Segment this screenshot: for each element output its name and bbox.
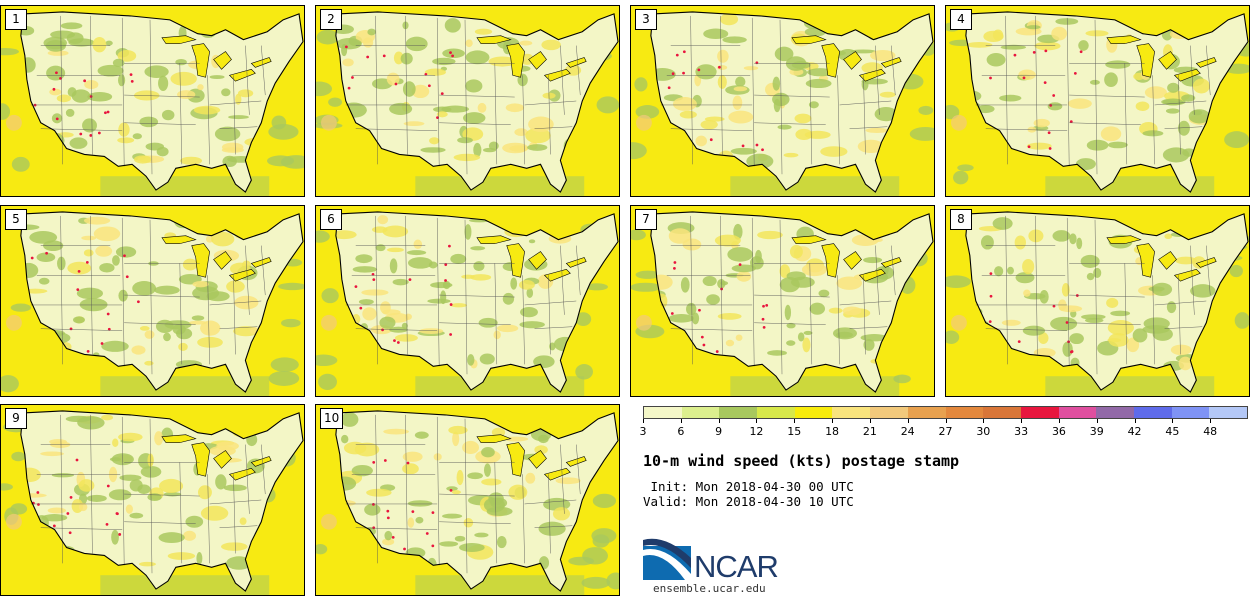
colorbar-swatch — [644, 407, 682, 418]
colorbar-tick-label: 3 — [639, 425, 647, 438]
colorbar-tick-label: 39 — [1089, 425, 1104, 438]
colorbar-tick-label: 33 — [1014, 425, 1029, 438]
colorbar-tick-mark — [945, 419, 947, 423]
member-panel-8: 8 — [945, 205, 1250, 397]
member-number: 6 — [320, 209, 342, 230]
colorbar-swatch — [1133, 407, 1172, 418]
colorbar-tick-mark — [1021, 419, 1023, 423]
colorbar-tick-label: 9 — [715, 425, 723, 438]
colorbar-tick-mark — [1172, 419, 1174, 423]
colorbar-tick-label: 18 — [825, 425, 840, 438]
member-number: 4 — [950, 9, 972, 30]
colorbar-tick-label: 27 — [938, 425, 953, 438]
member-number: 9 — [5, 408, 27, 429]
colorbar-swatch — [681, 407, 720, 418]
colorbar-tick-mark — [832, 419, 834, 423]
colorbar-tick-label: 30 — [976, 425, 991, 438]
colorbar-tick-label: 15 — [787, 425, 802, 438]
member-number: 2 — [320, 9, 342, 30]
member-panel-2: 2 — [315, 5, 620, 197]
member-panel-3: 3 — [630, 5, 935, 197]
member-panel-6: 6 — [315, 205, 620, 397]
colorbar-swatch — [870, 407, 908, 418]
colorbar-tick-mark — [869, 419, 871, 423]
colorbar-swatch — [832, 407, 871, 418]
member-panel-7: 7 — [630, 205, 935, 397]
member-number: 8 — [950, 209, 972, 230]
colorbar-tick-mark — [1134, 419, 1136, 423]
colorbar-swatch — [1096, 407, 1134, 418]
member-panel-10: 10 — [315, 404, 620, 596]
ncar-logo — [643, 538, 691, 580]
colorbar-tick-mark — [643, 419, 644, 423]
colorbar-tick-mark — [983, 419, 985, 423]
colorbar-tick-mark — [680, 419, 682, 423]
colorbar-ticks: 3 6 9 12 15 18 21 24 27 30 33 36 39 42 45 48 — [639, 419, 1248, 441]
colorbar-tick-mark — [1058, 419, 1060, 423]
colorbar-swatch — [1209, 407, 1247, 418]
colorbar-tick-label: 48 — [1203, 425, 1218, 438]
colorbar-swatch — [719, 407, 758, 418]
colorbar-tick-mark — [907, 419, 909, 423]
colorbar-swatch — [1171, 407, 1210, 418]
colorbar-tick-mark — [756, 419, 758, 423]
member-panel-9: 9 — [0, 404, 305, 596]
member-number: 7 — [635, 209, 657, 230]
colorbar-swatch — [1058, 407, 1097, 418]
member-number: 5 — [5, 209, 27, 230]
member-number: 1 — [5, 9, 27, 30]
site-url: ensemble.ucar.edu — [653, 582, 766, 595]
colorbar-swatch — [1020, 407, 1059, 418]
colorbar-tick-mark — [1096, 419, 1098, 423]
valid-time: Valid: Mon 2018-04-30 10 UTC — [643, 494, 854, 509]
colorbar-tick-mark — [794, 419, 796, 423]
colorbar-tick-label: 21 — [862, 425, 877, 438]
colorbar-swatch — [794, 407, 833, 418]
colorbar-swatch — [983, 407, 1021, 418]
colorbar-swatch — [907, 407, 946, 418]
ncar-logo-text: NCAR — [694, 549, 779, 584]
colorbar-tick-label: 42 — [1127, 425, 1142, 438]
colorbar-tick-mark — [1210, 419, 1212, 423]
colorbar-swatch — [757, 407, 795, 418]
colorbar-tick-label: 24 — [900, 425, 915, 438]
plot-title: 10-m wind speed (kts) postage stamp — [643, 452, 960, 470]
init-time: Init: Mon 2018-04-30 00 UTC — [643, 479, 854, 494]
member-number: 10 — [320, 408, 344, 429]
colorbar-tick-label: 12 — [749, 425, 764, 438]
member-number: 3 — [635, 9, 657, 30]
colorbar-tick-mark — [718, 419, 720, 423]
colorbar-tick-label: 6 — [677, 425, 685, 438]
colorbar-tick-label: 45 — [1165, 425, 1180, 438]
wind-speed-colorbar — [643, 406, 1248, 419]
member-panel-4: 4 — [945, 5, 1250, 197]
member-panel-5: 5 — [0, 205, 305, 397]
member-panel-1: 1 — [0, 5, 305, 197]
colorbar-swatch — [945, 407, 984, 418]
colorbar-tick-label: 36 — [1051, 425, 1066, 438]
